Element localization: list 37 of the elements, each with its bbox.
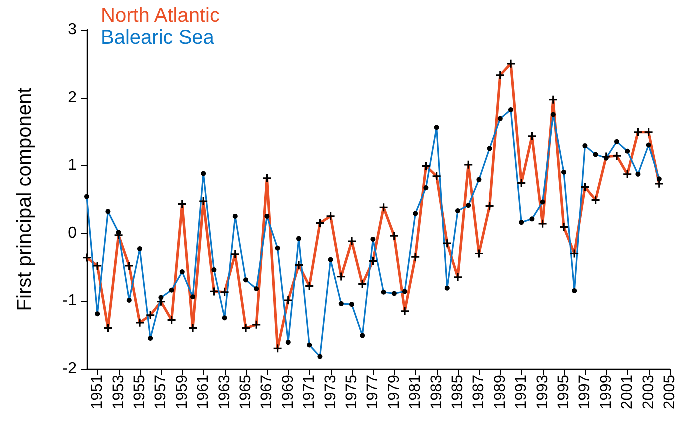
x-tick-label: 1973 bbox=[322, 375, 340, 410]
x-tick-label: 1983 bbox=[428, 375, 446, 410]
text: North Atlantic bbox=[101, 5, 220, 27]
x-tick-label: 1981 bbox=[407, 375, 424, 410]
x-tick-label: 1957 bbox=[152, 375, 170, 410]
y-tick-label: 1 bbox=[68, 157, 78, 174]
x-tick-label: 1989 bbox=[492, 375, 509, 410]
text: Balearic Sea bbox=[101, 27, 216, 49]
x-tick-label: 1999 bbox=[598, 375, 615, 410]
x-tick-label: 1965 bbox=[238, 375, 254, 410]
x-tick-label: 1963 bbox=[216, 375, 234, 410]
y-tick-label: 0 bbox=[68, 224, 78, 242]
x-tick-label: 1951 bbox=[89, 375, 106, 410]
x-tick-label: 1991 bbox=[513, 375, 530, 410]
y-tick-label: 3 bbox=[68, 22, 78, 38]
x-tick-label: 1993 bbox=[534, 375, 552, 410]
x-tick-label: 1985 bbox=[450, 375, 466, 410]
x-tick-label: 2005 bbox=[662, 375, 678, 410]
x-tick-label: 1969 bbox=[280, 375, 297, 410]
x-tick-label: 1955 bbox=[132, 375, 148, 410]
x-tick-label: 1959 bbox=[174, 375, 191, 410]
x-tick-label: 1977 bbox=[364, 375, 382, 410]
x-tick-label: 2003 bbox=[640, 375, 658, 410]
y-tick-label: -2 bbox=[62, 360, 78, 378]
x-tick-label: 2001 bbox=[619, 375, 636, 410]
x-tick-label: 1971 bbox=[301, 375, 318, 410]
x-tick-label: 1975 bbox=[344, 375, 360, 410]
x-tick-label: 1967 bbox=[258, 375, 276, 410]
x-tick-label: 1995 bbox=[556, 375, 572, 410]
x-tick-label: 1953 bbox=[110, 375, 128, 410]
x-tick-label: 1997 bbox=[576, 375, 594, 410]
y-tick-label: -1 bbox=[62, 292, 78, 310]
x-tick-label: 1979 bbox=[386, 375, 403, 410]
x-tick-label: 1987 bbox=[470, 375, 488, 410]
x-tick-label: 1961 bbox=[195, 375, 212, 410]
y-axis-title: First principal component bbox=[14, 87, 36, 312]
y-tick-label: 2 bbox=[68, 89, 78, 106]
